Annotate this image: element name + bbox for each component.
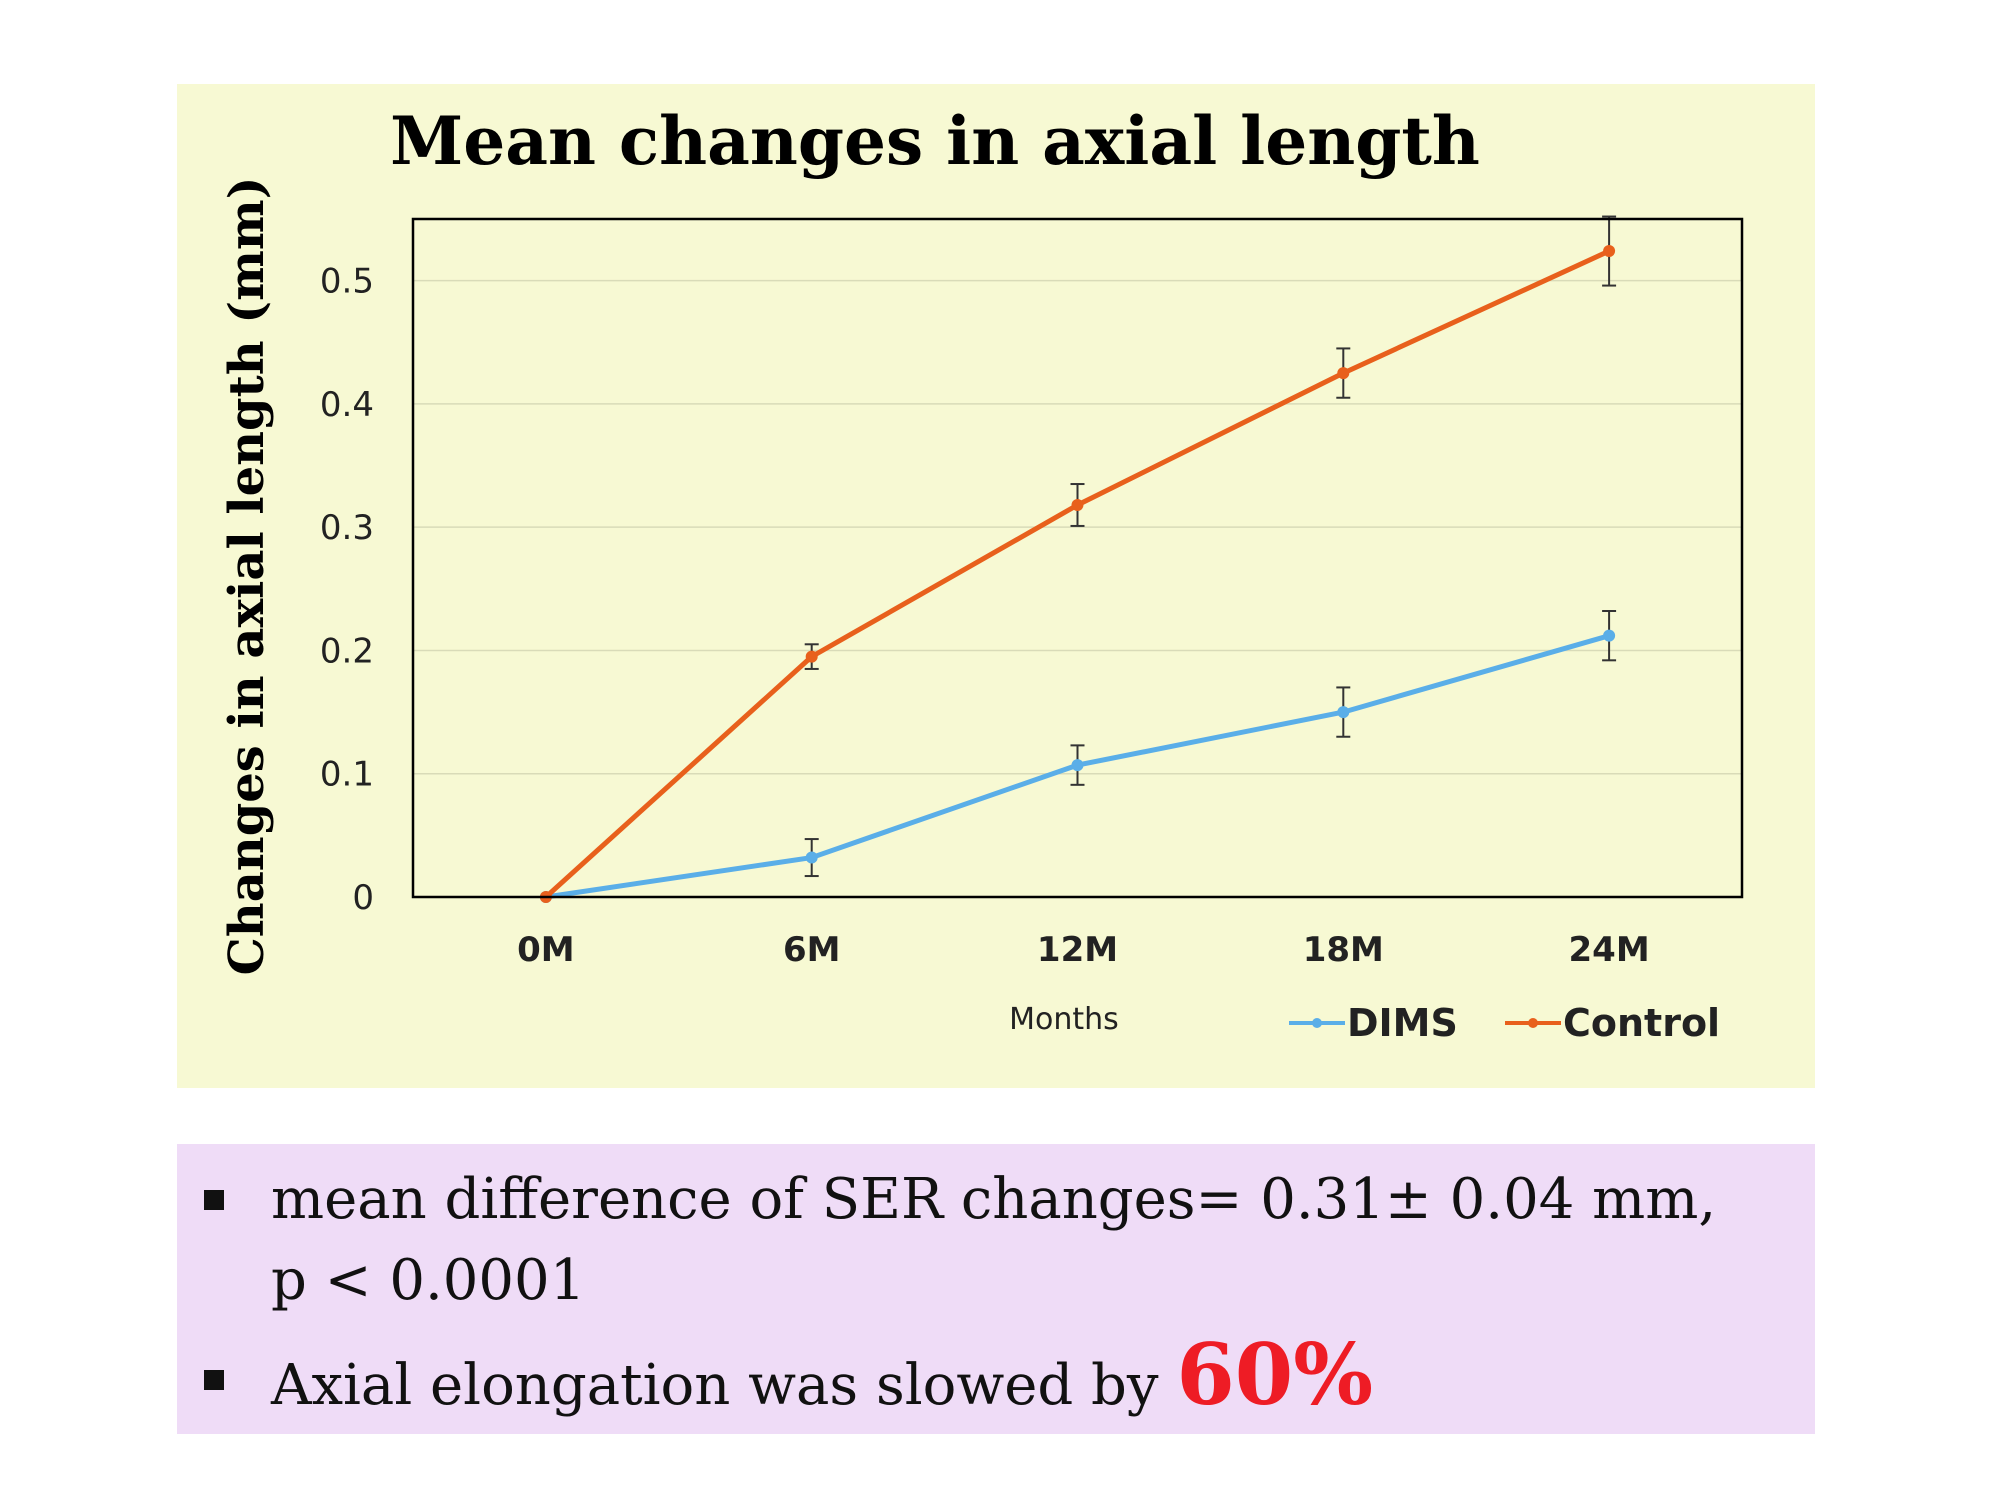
reduction-percentage: 60% [1176, 1325, 1374, 1424]
data-point [1603, 629, 1616, 642]
series-line-control [544, 248, 1611, 899]
x-axis-label: Months [1009, 1002, 1119, 1037]
data-point [805, 851, 818, 864]
bullet-marker [204, 1190, 224, 1210]
legend-label-dims: DIMS [1347, 1001, 1458, 1045]
legend-marker-dims [1312, 1018, 1322, 1028]
bullet-marker [204, 1370, 224, 1390]
legend-label-control: Control [1563, 1001, 1720, 1045]
plot-frame [411, 217, 1744, 899]
data-point [1603, 245, 1616, 258]
y-tick-label: 0 [352, 878, 374, 918]
legend-item-control: Control [1505, 1001, 1720, 1045]
x-tick-label: 18M [1303, 930, 1384, 970]
legend-item-dims: DIMS [1289, 1001, 1458, 1045]
data-point [1337, 706, 1350, 719]
y-tick-label: 0.3 [320, 508, 374, 548]
bullet-1-line-2: p < 0.0001 [271, 1248, 586, 1313]
data-point [805, 650, 818, 663]
series-control [539, 215, 1617, 903]
chart-panel: Mean changes in axial length Changes in … [177, 84, 1815, 1088]
legend: DIMS Control [1289, 1001, 1720, 1045]
y-tick-label: 0.2 [320, 631, 374, 671]
summary-panel: mean difference of SER changes= 0.31± 0.… [177, 1144, 1815, 1434]
line-chart: Mean changes in axial length Changes in … [219, 102, 1744, 1045]
y-axis-label: Changes in axial length (mm) [219, 177, 275, 976]
x-tick-label: 6M [783, 930, 841, 970]
data-point [1071, 498, 1084, 511]
legend-marker-control [1528, 1018, 1538, 1028]
bullet-2-text: Axial elongation was slowed by [271, 1353, 1177, 1418]
x-tick-label: 0M [517, 930, 575, 970]
x-tick-label: 12M [1037, 930, 1118, 970]
bullet-2-line: Axial elongation was slowed by 60% [271, 1333, 1771, 1427]
bullet-1-line-1: mean difference of SER changes= 0.31± 0.… [271, 1167, 1717, 1232]
series-dims [539, 610, 1617, 903]
data-point [1337, 367, 1350, 380]
chart-title: Mean changes in axial length [390, 102, 1480, 180]
y-tick-label: 0.4 [320, 385, 374, 425]
y-tick-label: 0.1 [320, 755, 374, 795]
x-tick-label: 24M [1569, 930, 1650, 970]
data-point [1071, 759, 1084, 772]
y-tick-label: 0.5 [320, 262, 374, 302]
